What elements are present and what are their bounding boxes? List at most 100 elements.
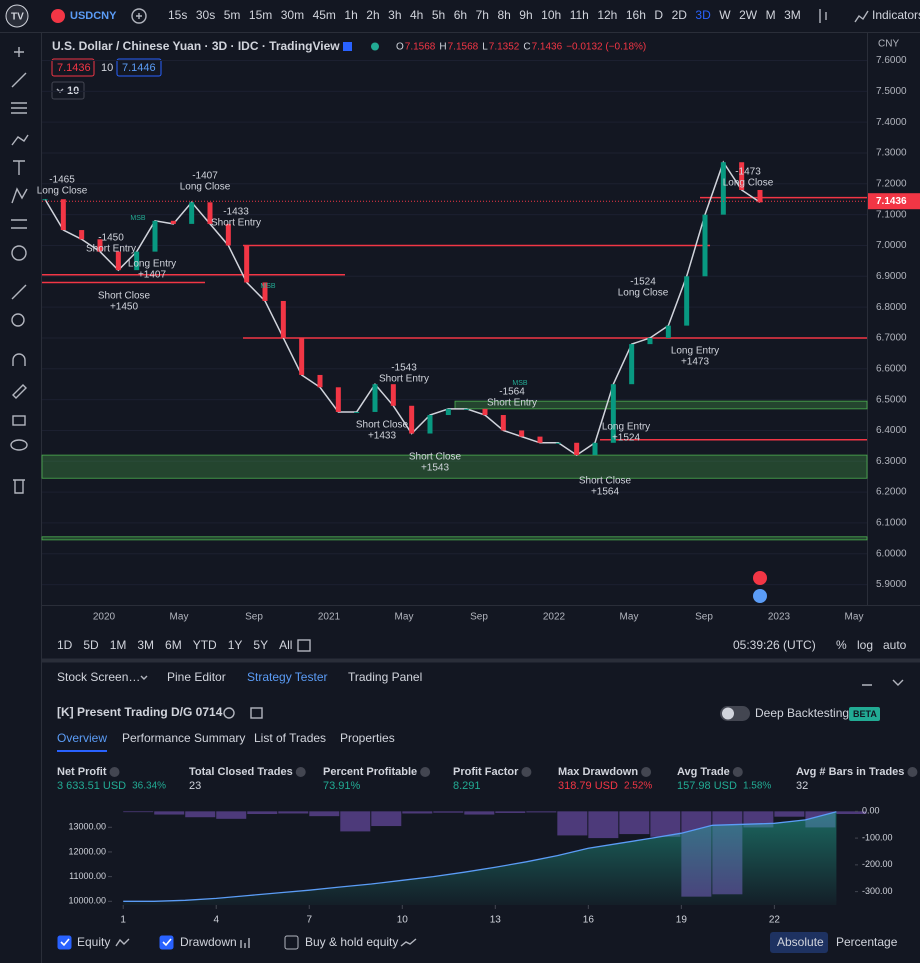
interval-button[interactable]: D [654, 8, 663, 22]
interval-button[interactable]: 15s [168, 8, 187, 22]
ohlc-value: 7.1436 [532, 42, 563, 53]
checkbox[interactable] [57, 935, 72, 950]
scale-mode-button[interactable]: Absolute [777, 935, 824, 949]
symbol[interactable]: USDCNY [70, 10, 117, 22]
panel-tab[interactable]: Trading Panel [348, 670, 422, 684]
info-icon[interactable] [907, 767, 918, 777]
brush-tool[interactable] [11, 134, 29, 146]
stay-drawing-tool[interactable] [12, 384, 27, 399]
range-button[interactable]: 5Y [253, 638, 268, 652]
legend-drawdown[interactable]: Drawdown [180, 935, 237, 949]
clock[interactable]: 05:39:26 (UTC) [733, 638, 816, 652]
zoom-tool[interactable] [11, 313, 25, 327]
info-icon[interactable] [521, 767, 532, 777]
remove-tool[interactable] [13, 479, 25, 494]
interval-button[interactable]: W [719, 8, 731, 22]
scale-option[interactable]: % [836, 638, 847, 652]
interval-button[interactable]: 5h [432, 8, 445, 22]
fib-tool[interactable] [11, 102, 27, 114]
scale-option[interactable]: auto [883, 638, 907, 652]
drawdown-bar [650, 811, 681, 837]
add-symbol[interactable] [131, 8, 147, 24]
interval-button[interactable]: 15m [249, 8, 272, 22]
interval-button[interactable]: 3h [388, 8, 401, 22]
info-icon[interactable] [732, 767, 743, 777]
info-icon[interactable] [109, 767, 120, 777]
indicators-icon[interactable] [854, 10, 869, 23]
interval-button[interactable]: 6h [454, 8, 467, 22]
interval-button[interactable]: 2W [739, 8, 758, 22]
deep-backtesting-label[interactable]: Deep Backtesting [755, 706, 849, 720]
interval-button[interactable]: 30m [281, 8, 304, 22]
icons-tool[interactable] [11, 245, 27, 261]
indicators-button[interactable]: Indicators [872, 8, 920, 22]
range-button[interactable]: 1M [110, 638, 127, 652]
subtab[interactable]: Properties [340, 731, 395, 745]
chart-type-icon[interactable] [819, 9, 827, 23]
prediction-tool[interactable] [11, 219, 27, 229]
interval-button[interactable]: M [766, 8, 776, 22]
info-icon[interactable] [295, 767, 306, 777]
interval-button[interactable]: 3M [784, 8, 801, 22]
logo[interactable] [5, 4, 29, 28]
range-button[interactable]: 1D [57, 638, 73, 652]
crosshair-tool[interactable] [14, 47, 24, 57]
interval-button[interactable]: 4h [410, 8, 423, 22]
text-tool[interactable] [13, 160, 25, 175]
range-button[interactable]: 5D [83, 638, 99, 652]
bid-price[interactable]: 7.1436 [57, 62, 91, 74]
panel-tab[interactable]: Stock Screen… [57, 670, 140, 684]
pattern-tool[interactable] [11, 187, 28, 204]
panel-tab[interactable]: Pine Editor [167, 670, 226, 684]
scale-mode-button[interactable]: Percentage [836, 935, 898, 949]
range-button[interactable]: All [279, 638, 292, 652]
indicator-count-box[interactable] [51, 81, 85, 100]
range-button[interactable]: 3M [137, 638, 154, 652]
trade-annotation: Short Entry [211, 218, 261, 229]
settings-icon[interactable] [223, 707, 235, 719]
legend-equity[interactable]: Equity [77, 935, 110, 949]
hide-tool[interactable] [10, 439, 28, 451]
panel-controls[interactable] [862, 679, 904, 686]
interval-button[interactable]: 30s [196, 8, 215, 22]
scale-option[interactable]: log [857, 638, 873, 652]
interval-button[interactable]: 5m [224, 8, 241, 22]
strategy-name[interactable]: [K] Present Trading D/G 0714 [57, 705, 223, 719]
trend-line-tool[interactable] [11, 72, 27, 88]
interval-button[interactable]: 10h [541, 8, 561, 22]
calendar-icon[interactable] [297, 639, 311, 652]
currency-label[interactable]: CNY [878, 39, 899, 50]
interval-button[interactable]: 11h [570, 8, 589, 22]
range-button[interactable]: 1Y [228, 638, 243, 652]
subtab[interactable]: Overview [57, 731, 107, 745]
price-tick-label: 7.5000 [876, 86, 907, 97]
legend-buy-hold[interactable]: Buy & hold equity [305, 935, 398, 949]
interval-button[interactable]: 2D [672, 8, 688, 22]
range-button[interactable]: 6M [165, 638, 182, 652]
interval-button[interactable]: 45m [313, 8, 336, 22]
interval-button[interactable]: 3D [695, 8, 711, 22]
interval-button[interactable]: 16h [626, 8, 646, 22]
magnet-tool[interactable] [12, 353, 26, 366]
checkbox[interactable] [284, 935, 299, 950]
trade-annotation: Long Entry [128, 259, 176, 270]
subtab[interactable]: List of Trades [254, 731, 326, 745]
interval-button[interactable]: 2h [366, 8, 379, 22]
price-tick-label: 7.2000 [876, 178, 907, 189]
ruler-tool[interactable] [11, 284, 27, 300]
lock-tool[interactable] [12, 415, 26, 426]
snapshot-icon[interactable] [250, 707, 263, 719]
info-icon[interactable] [641, 767, 652, 777]
subtab[interactable]: Performance Summary [122, 731, 245, 745]
ask-price[interactable]: 7.1446 [122, 62, 156, 74]
interval-button[interactable]: 7h [476, 8, 489, 22]
interval-button[interactable]: 12h [597, 8, 617, 22]
checkbox[interactable] [159, 935, 174, 950]
tab-chevron[interactable] [140, 675, 148, 680]
range-button[interactable]: YTD [193, 638, 217, 652]
panel-tab[interactable]: Strategy Tester [247, 670, 327, 684]
interval-button[interactable]: 9h [519, 8, 532, 22]
interval-button[interactable]: 8h [497, 8, 510, 22]
info-icon[interactable] [420, 767, 431, 777]
interval-button[interactable]: 1h [344, 8, 357, 22]
